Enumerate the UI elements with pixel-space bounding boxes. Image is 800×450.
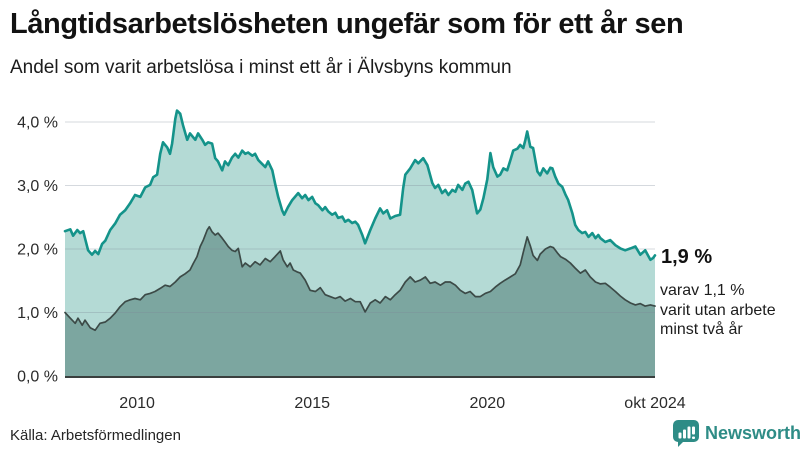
x-tick-label: 2015 [294, 395, 330, 412]
series-line-0 [63, 109, 657, 262]
series-area-1 [65, 226, 655, 376]
newsworthy-logo-icon [673, 420, 699, 447]
y-tick-label: 4,0 % [17, 115, 58, 132]
newsworthy-logo-text: Newsworthy [705, 423, 800, 443]
x-tick-label: 2010 [119, 395, 155, 412]
page-subtitle: Andel som varit arbetslösa i minst ett å… [10, 57, 512, 78]
latest-value-label: 1,9 % [661, 246, 713, 268]
y-tick-label: 3,0 % [17, 178, 58, 195]
source-note: Källa: Arbetsförmedlingen [10, 427, 181, 444]
page-title: Långtidsarbetslösheten ungefär som för e… [10, 8, 684, 40]
x-tick-label: okt 2024 [624, 395, 685, 412]
series-line-1 [64, 225, 656, 332]
y-tick-label: 2,0 % [17, 242, 58, 259]
y-tick-label: 0,0 % [17, 369, 58, 386]
latest-value-note: varav 1,1 % varit utan arbete minst två … [660, 282, 776, 338]
newsworthy-logo: Newsworthy [673, 420, 800, 447]
x-tick-label: 2020 [470, 395, 506, 412]
y-tick-label: 1,0 % [17, 305, 58, 322]
